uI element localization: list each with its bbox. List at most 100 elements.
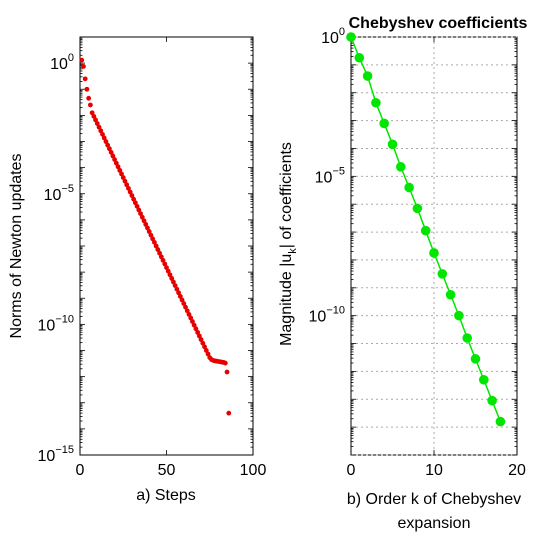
chart-a-data-point [131,196,137,202]
chart-b-data-point [362,71,373,81]
chart-a-data-point [136,207,142,213]
chart-a-data-point [115,164,121,170]
chart-a-data-point [98,128,104,134]
chart-a-data-point [167,272,173,278]
chart-a-y-tick-label: 10−15 [38,444,74,465]
chart-a-data-point [171,279,176,285]
chart-a-data-point [112,157,117,162]
chart-b-title: Chebyshev coefficients [349,15,528,32]
chart-a-series [79,57,232,416]
chart-a-y-tick-label: 100 [50,52,74,73]
chart-a-data-point [93,117,98,123]
chart-a-data-point [155,247,161,252]
chart-b-y-axis-label: Magnitude |uk| of coefficients [278,142,299,346]
chart-b-y-axis-label-post: | of coefficients [278,142,295,248]
chart-b-data-point [396,162,406,172]
chart-a-data-point [134,203,140,209]
chart-a-data-point [196,333,202,339]
chart-a-y-tick-label-exponent: −5 [61,183,74,195]
chart-a-data-point [205,351,211,357]
chart-a-data-point [153,243,159,249]
chart-b-data-point [354,52,365,63]
chart-a-data-point [191,322,197,328]
chart-a-data-point [84,86,90,92]
chart-a-data-point [129,193,135,198]
chart-b-y-tick-label: 10−10 [309,305,345,326]
chart-a-data-point [183,304,188,310]
chart-a-data-point [174,286,180,292]
chart-b-data-point [371,97,381,108]
chart-b-y-tick-label-exponent: −5 [332,165,345,177]
chart-a-data-point [157,250,162,256]
chart-b-data-point [462,333,473,343]
chart-a-y-tick-label-exponent: −10 [55,313,74,325]
chart-a-x-tick-label: 100 [240,462,267,479]
chart-a-data-point [202,344,207,350]
chart-a-y-tick-label-base: 10 [38,317,56,334]
chart-b-y-axis-label-sub: k [287,248,299,254]
chart-a-data-point [176,290,182,296]
chart-a-data-point [101,135,107,141]
chart-a-data-point [151,239,157,245]
chart-a-data-point [141,218,147,224]
chart-a-data-point [89,110,95,116]
chart-a-data-point [139,214,145,220]
chart-a-y-tick-label: 10−10 [38,313,74,334]
chart-b-x-tick-label: 10 [425,462,443,479]
chart-b-y-tick-label-base: 10 [309,309,327,326]
chart-a-y-tick-label-exponent: −15 [55,444,74,456]
chart-a-y-tick-label-base: 10 [50,56,68,73]
chart-b-x-tick-label: 20 [508,462,526,479]
chart-a-data-point [160,257,166,263]
chart-a-x-tick-label: 50 [158,462,176,479]
chart-a-data-point [193,326,199,332]
chart-a-y-tick-label-exponent: 0 [68,52,74,64]
chart-a-data-point [172,283,178,288]
chart-a-data-point [124,182,130,188]
chart-a-data-point [122,178,128,184]
chart-b-x-tick-label: 0 [347,462,356,479]
chart-a-data-point [103,139,109,144]
chart-b-data-point [487,395,497,406]
chart-b: 10 0 10−5 10−10 0 10 20 Chebyshev coefficients… [278,15,527,532]
chart-b-ticks: 10 0 10−5 10−10 0 10 20 [309,26,526,479]
chart-a-data-point [91,113,97,119]
chart-b-data-point [429,248,439,258]
chart-a-data-point [164,265,169,271]
chart-a-data-point [143,221,149,227]
chart-a-data-point [132,200,138,206]
chart-b-y-tick-label-exponent: −10 [326,305,345,317]
chart-a-x-tick-label: 0 [76,462,85,479]
chart-b-data-point [437,269,448,279]
chart-a-data-point [179,297,185,303]
chart-a-data-point [162,261,168,267]
chart-b-data-point [346,32,356,42]
chart-a-data-point [184,308,190,314]
chart-b-data-point [379,118,390,129]
chart-b-data-point [412,203,423,214]
chart-a-data-point [165,268,171,274]
chart-b-data-point [445,289,456,300]
chart-a-data-point [222,360,228,366]
chart-a-data-point [79,57,85,63]
chart-a-data-point [177,293,183,299]
chart-a-data-point [87,102,93,108]
chart-b-y-tick-label-exponent: 0 [339,26,345,38]
chart-a-data-point [181,301,187,306]
chart-a-data-point [198,337,204,342]
chart-a-data-point [117,167,123,173]
chart-a-data-point [224,369,230,375]
chart-a-data-point [113,160,119,166]
chart-a-data-point [96,124,102,130]
chart-a-y-tick-label-base: 10 [38,448,56,465]
chart-a-data-point [188,315,194,321]
chart-a-data-point [100,131,105,137]
chart-b-y-tick-label: 10−5 [315,165,345,186]
chart-a-data-point [190,319,195,324]
chart-a-data-point [150,236,156,242]
chart-a-y-axis-label: Norms of Newton updates [8,154,25,339]
chart-a-data-point [86,95,92,101]
chart-b-data-point [404,182,414,193]
